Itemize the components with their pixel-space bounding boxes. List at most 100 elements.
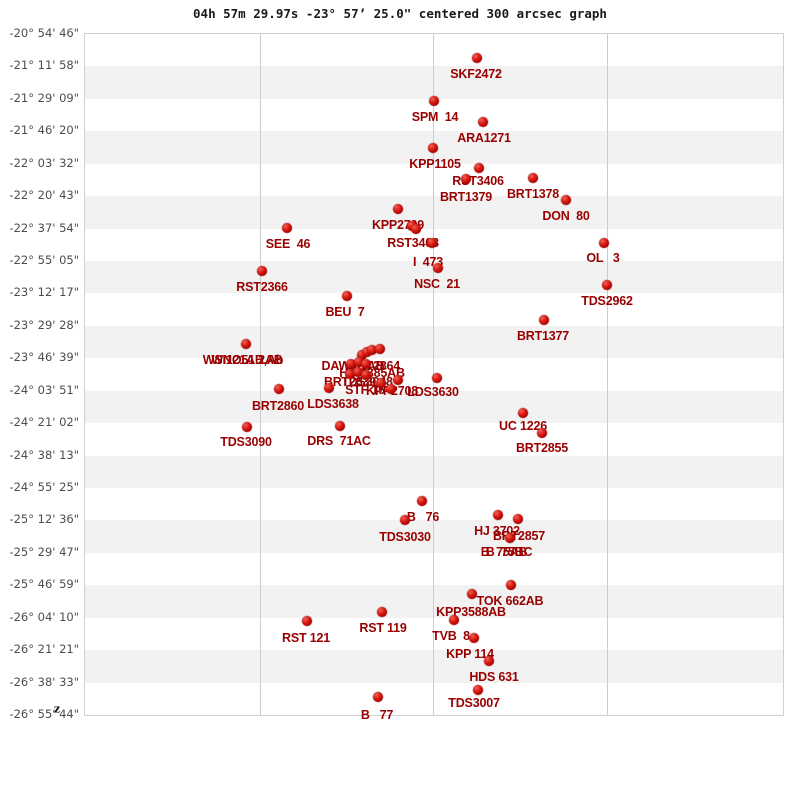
star-label: BRT2855	[515, 441, 569, 455]
star-dot[interactable]	[282, 223, 292, 233]
star-label: HDS 631	[469, 670, 519, 684]
star-dot[interactable]	[354, 357, 364, 367]
star-dot[interactable]	[373, 692, 383, 702]
y-tick-label: -22° 37' 54"	[9, 220, 79, 235]
grid-band	[85, 163, 783, 197]
star-label: B 77	[360, 708, 394, 722]
star-dot[interactable]	[469, 633, 479, 643]
star-label: KPP1105	[409, 157, 461, 171]
star-label: SPM 14	[411, 110, 459, 124]
y-tick-label: -23° 29' 28"	[9, 317, 79, 332]
star-dot[interactable]	[242, 422, 252, 432]
star-dot[interactable]	[335, 421, 345, 431]
star-dot[interactable]	[429, 96, 439, 106]
star-dot[interactable]	[411, 224, 421, 234]
star-label: WSI121AB,Ab	[202, 353, 284, 367]
star-dot[interactable]	[274, 384, 284, 394]
star-dot[interactable]	[449, 615, 459, 625]
grid-band	[85, 455, 783, 488]
star-dot[interactable]	[518, 408, 528, 418]
y-tick-label: -24° 21' 02"	[9, 415, 79, 430]
y-tick-label: -22° 20' 43"	[9, 188, 79, 203]
star-label: ARA1271	[457, 131, 511, 145]
star-dot[interactable]	[428, 143, 438, 153]
star-dot[interactable]	[377, 607, 387, 617]
y-tick-label: -20° 54' 46"	[9, 26, 79, 40]
star-dot[interactable]	[539, 315, 549, 325]
star-label: KPP3588AB	[436, 605, 506, 619]
star-dot[interactable]	[361, 370, 371, 380]
star-dot[interactable]	[427, 238, 437, 248]
star-dot[interactable]	[257, 266, 267, 276]
star-dot[interactable]	[473, 685, 483, 695]
y-tick-label: -26° 55' 44"	[9, 707, 79, 721]
star-dot[interactable]	[400, 515, 410, 525]
star-dot[interactable]	[602, 280, 612, 290]
star-label: NSC 21	[414, 277, 460, 291]
star-dot[interactable]	[353, 367, 363, 377]
star-dot[interactable]	[346, 359, 356, 369]
y-tick-label: -26° 21' 21"	[9, 642, 79, 657]
star-dot[interactable]	[484, 656, 494, 666]
star-label: TOK 662AB	[476, 594, 544, 608]
star-label: KPP 114	[446, 647, 494, 661]
star-dot[interactable]	[505, 533, 515, 543]
star-label: RST2366	[236, 280, 288, 294]
star-label: LDS3630	[407, 385, 459, 399]
star-dot[interactable]	[324, 383, 334, 393]
star-label: B 75AB	[480, 545, 528, 559]
north-mark: z	[53, 702, 61, 716]
grid-band	[85, 325, 783, 359]
star-dot[interactable]	[432, 373, 442, 383]
star-dot[interactable]	[302, 616, 312, 626]
grid-band	[85, 552, 783, 586]
star-dot[interactable]	[345, 369, 355, 379]
star-dot[interactable]	[367, 345, 377, 355]
star-dot[interactable]	[506, 580, 516, 590]
star-label: WNO51 2AB	[211, 353, 283, 367]
y-tick-label: -26° 04' 10"	[9, 609, 79, 624]
y-tick-label: -26° 38' 33"	[9, 674, 79, 689]
star-label: RST 121	[282, 631, 330, 645]
star-label: TDS3007	[448, 696, 500, 710]
star-dot[interactable]	[433, 263, 443, 273]
star-dot[interactable]	[461, 174, 471, 184]
star-dot[interactable]	[493, 510, 503, 520]
star-dot[interactable]	[375, 344, 385, 354]
star-dot[interactable]	[599, 238, 609, 248]
star-dot[interactable]	[417, 496, 427, 506]
star-dot[interactable]	[537, 428, 547, 438]
star-dot[interactable]	[467, 589, 477, 599]
star-dot[interactable]	[393, 375, 403, 385]
star-dot[interactable]	[393, 204, 403, 214]
star-label: DON 80	[542, 209, 590, 223]
star-dot[interactable]	[241, 339, 251, 349]
grid-band	[85, 520, 783, 553]
star-dot[interactable]	[472, 53, 482, 63]
y-tick-label: -24° 03' 51"	[9, 382, 79, 397]
y-tick-label: -23° 46' 39"	[9, 350, 79, 365]
star-dot[interactable]	[386, 384, 396, 394]
star-label: HJ 3702	[474, 524, 520, 538]
star-dot[interactable]	[474, 163, 484, 173]
star-dot[interactable]	[361, 359, 371, 369]
star-dot[interactable]	[528, 173, 538, 183]
y-tick-label: -24° 55' 25"	[9, 480, 79, 494]
y-tick-label: -23° 12' 17"	[9, 285, 79, 300]
star-dot[interactable]	[376, 378, 386, 388]
star-dot[interactable]	[513, 514, 523, 524]
y-tick-label: -25° 46' 59"	[9, 577, 79, 592]
y-tick-label: -21° 11' 58"	[9, 58, 79, 73]
star-dot[interactable]	[342, 291, 352, 301]
v-gridline	[259, 34, 261, 715]
y-tick-label: -22° 03' 32"	[9, 155, 79, 170]
star-label: RST3408	[387, 236, 439, 250]
grid-band	[85, 390, 783, 424]
grid-band	[85, 196, 783, 229]
star-label: TVB 8	[432, 629, 470, 643]
star-dot[interactable]	[561, 195, 571, 205]
star-label: LDS3638	[307, 397, 359, 411]
star-dot[interactable]	[478, 117, 488, 127]
star-label: BRT1379	[439, 190, 493, 204]
